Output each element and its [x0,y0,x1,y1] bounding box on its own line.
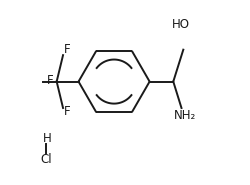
Text: NH₂: NH₂ [174,109,196,122]
Text: F: F [64,43,71,56]
Text: HO: HO [172,18,190,31]
Text: H: H [43,132,51,145]
Text: F: F [46,74,53,87]
Text: Cl: Cl [41,152,52,166]
Text: F: F [64,105,71,118]
